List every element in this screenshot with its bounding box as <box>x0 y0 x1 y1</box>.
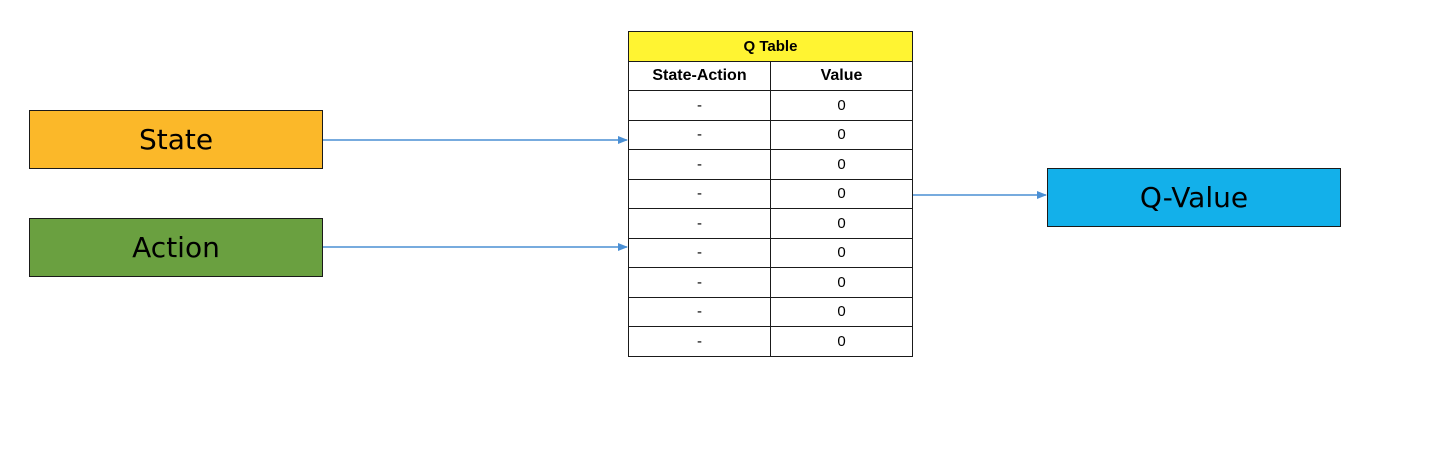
q-table-row: -0 <box>628 326 913 357</box>
q-table: Q Table State-Action Value -0-0-0-0-0-0-… <box>628 31 913 357</box>
q-table-value-cell: 0 <box>770 90 913 121</box>
q-table-state-action-cell: - <box>628 178 771 209</box>
state-box: State <box>29 110 323 169</box>
q-table-value-cell: 0 <box>770 208 913 239</box>
q-table-header-state-action: State-Action <box>628 60 771 91</box>
q-table-state-action-cell: - <box>628 326 771 357</box>
action-box: Action <box>29 218 323 277</box>
q-table-body: -0-0-0-0-0-0-0-0-0 <box>628 90 913 357</box>
q-value-label: Q-Value <box>1139 181 1249 214</box>
q-table-value-cell: 0 <box>770 178 913 209</box>
q-table-row: -0 <box>628 267 913 298</box>
q-table-row: -0 <box>628 178 913 209</box>
q-table-row: -0 <box>628 90 913 121</box>
q-table-state-action-cell: - <box>628 119 771 150</box>
q-table-value-cell: 0 <box>770 237 913 268</box>
q-table-state-action-cell: - <box>628 237 771 268</box>
q-table-row: -0 <box>628 119 913 150</box>
q-table-row: -0 <box>628 237 913 268</box>
q-table-value-cell: 0 <box>770 149 913 180</box>
q-value-box: Q-Value <box>1047 168 1341 227</box>
q-table-state-action-cell: - <box>628 296 771 327</box>
q-table-value-cell: 0 <box>770 119 913 150</box>
q-table-state-action-cell: - <box>628 149 771 180</box>
q-table-state-action-cell: - <box>628 208 771 239</box>
state-label: State <box>138 123 214 156</box>
q-table-value-cell: 0 <box>770 326 913 357</box>
q-table-row: -0 <box>628 149 913 180</box>
q-table-value-cell: 0 <box>770 296 913 327</box>
q-table-title: Q Table <box>628 31 913 62</box>
action-label: Action <box>132 231 220 264</box>
q-table-state-action-cell: - <box>628 90 771 121</box>
q-table-state-action-cell: - <box>628 267 771 298</box>
q-table-row: -0 <box>628 296 913 327</box>
q-table-header-value: Value <box>770 60 913 91</box>
q-table-row: -0 <box>628 208 913 239</box>
q-table-value-cell: 0 <box>770 267 913 298</box>
